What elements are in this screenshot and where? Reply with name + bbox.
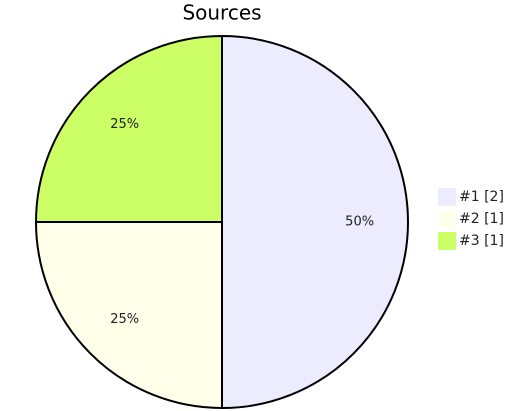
slice-label: 50% <box>345 215 374 230</box>
slice-label: 25% <box>110 117 139 132</box>
pie-slice <box>221 34 409 410</box>
chart-title: Sources <box>182 1 261 25</box>
legend-label: #3 [1] <box>459 233 504 249</box>
legend-label: #1 [2] <box>459 189 504 205</box>
pie-slice <box>34 34 223 223</box>
pie-slice <box>34 221 223 410</box>
legend-swatch <box>438 188 456 206</box>
legend-label: #2 [1] <box>459 211 504 227</box>
slice-label: 25% <box>110 312 139 327</box>
legend-swatch <box>438 232 456 250</box>
legend-swatch <box>438 210 456 228</box>
